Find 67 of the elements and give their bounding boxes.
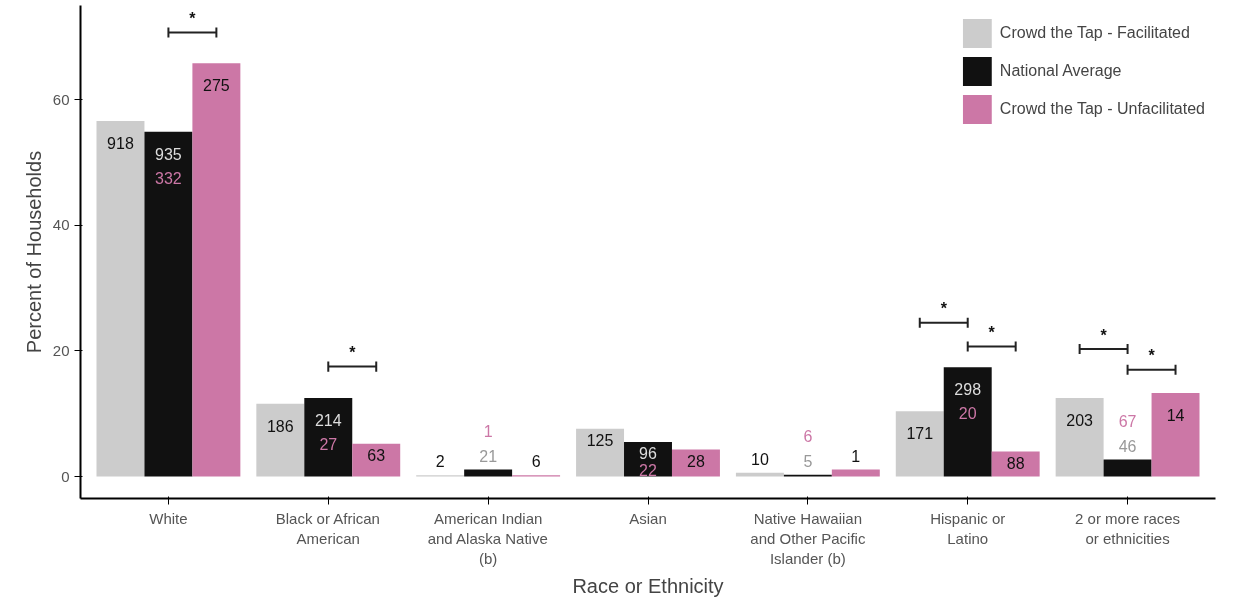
annotation: 275: [203, 77, 230, 95]
bar: [991, 451, 1040, 477]
annotation: 27: [319, 435, 338, 453]
legend-label: Crowd the Tap - Facilitated: [999, 24, 1190, 42]
annotation: *: [349, 344, 357, 362]
annotation: 6: [803, 427, 813, 445]
bar: [831, 469, 880, 477]
annotation: *: [189, 10, 197, 28]
annotation: 125: [586, 432, 614, 450]
bar: [671, 449, 720, 477]
annotation: 20: [958, 405, 977, 423]
legend-label: Crowd the Tap - Unfacilitated: [999, 100, 1205, 118]
annotation: 918: [107, 135, 134, 153]
y-tick-label: 60: [52, 90, 70, 108]
annotation: 88: [1006, 454, 1025, 472]
x-tick-label: Native Hawaiian and Other Pacific Islander (b): [750, 509, 866, 568]
x-tick-label: 2 or more races or ethnicities: [1075, 509, 1181, 547]
bar: [895, 411, 944, 477]
y-tick-label: 0: [61, 467, 70, 485]
annotation: 203: [1066, 412, 1094, 429]
x-axis-title: Race or Ethnicity: [572, 575, 724, 598]
annotation: 1: [851, 447, 861, 465]
bar: [304, 398, 353, 477]
bar: [943, 367, 992, 477]
annotation: *: [1148, 347, 1156, 365]
annotation: 46: [1118, 437, 1137, 455]
x-tick-label: American Indian and Alaska Native (b): [427, 509, 548, 568]
bar: [352, 443, 401, 477]
legend-label: National Average: [999, 62, 1122, 80]
annotation: *: [1100, 326, 1108, 344]
annotation: 96: [639, 445, 657, 463]
annotation: 171: [906, 425, 934, 443]
bar: [1055, 398, 1104, 477]
bar: [576, 428, 625, 477]
annotation: 1: [483, 422, 493, 440]
annotation: 2: [435, 453, 445, 471]
annotation: 298: [954, 381, 982, 399]
annotation: 186: [266, 417, 294, 435]
annotation: 22: [639, 461, 657, 479]
annotation: 14: [1166, 406, 1185, 424]
annotation: 935: [155, 145, 182, 163]
x-tick-label: White: [149, 509, 188, 527]
annotation: 214: [314, 412, 342, 429]
bar: [192, 63, 241, 477]
bar: [256, 403, 305, 477]
annotation: 28: [687, 452, 705, 470]
y-tick-label: 20: [52, 341, 70, 359]
bar: [1103, 459, 1152, 477]
x-tick-label: Hispanic or Latino: [930, 509, 1006, 547]
bar: [144, 131, 193, 477]
x-tick-label: Black or African American: [275, 509, 380, 547]
annotation: 21: [479, 447, 498, 465]
bar: [464, 469, 513, 477]
annotation: 5: [803, 452, 813, 470]
bar: [96, 121, 145, 477]
y-tick-label: 40: [52, 216, 70, 234]
annotation: *: [988, 324, 996, 342]
bar: [1151, 392, 1200, 477]
annotation: 10: [751, 450, 769, 468]
annotation: 332: [155, 169, 182, 187]
annotation: *: [940, 300, 948, 318]
x-tick-label: Asian: [629, 509, 667, 527]
y-axis-title: Percent of Households: [22, 150, 45, 354]
annotation: 67: [1118, 412, 1137, 430]
annotation: 6: [531, 453, 541, 471]
annotation: 63: [367, 447, 386, 465]
bar: [735, 472, 784, 477]
